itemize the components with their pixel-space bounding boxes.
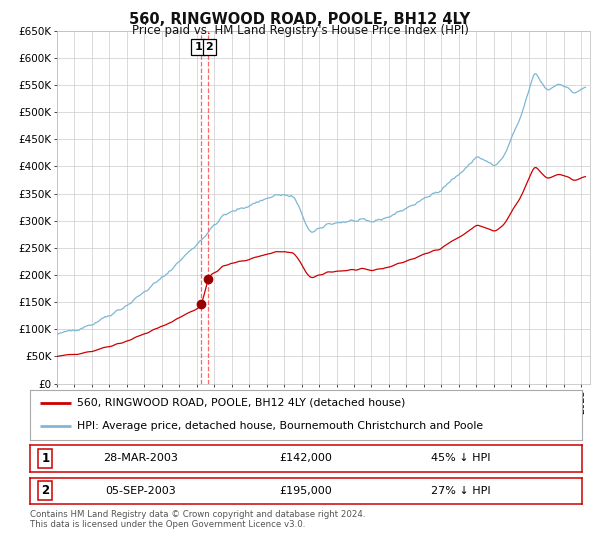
Text: 27% ↓ HPI: 27% ↓ HPI <box>431 486 490 496</box>
Text: 28-MAR-2003: 28-MAR-2003 <box>103 454 178 463</box>
Text: 2: 2 <box>41 484 50 497</box>
Text: £195,000: £195,000 <box>280 486 332 496</box>
Text: 2: 2 <box>205 42 213 52</box>
Text: 1: 1 <box>41 452 50 465</box>
Text: 560, RINGWOOD ROAD, POOLE, BH12 4LY (detached house): 560, RINGWOOD ROAD, POOLE, BH12 4LY (det… <box>77 398 405 408</box>
Text: 05-SEP-2003: 05-SEP-2003 <box>105 486 176 496</box>
Text: 1: 1 <box>194 42 202 52</box>
Text: HPI: Average price, detached house, Bournemouth Christchurch and Poole: HPI: Average price, detached house, Bour… <box>77 421 483 431</box>
Text: £142,000: £142,000 <box>280 454 332 463</box>
Text: Price paid vs. HM Land Registry's House Price Index (HPI): Price paid vs. HM Land Registry's House … <box>131 24 469 36</box>
Text: Contains HM Land Registry data © Crown copyright and database right 2024.
This d: Contains HM Land Registry data © Crown c… <box>30 510 365 529</box>
Text: 560, RINGWOOD ROAD, POOLE, BH12 4LY: 560, RINGWOOD ROAD, POOLE, BH12 4LY <box>130 12 470 27</box>
Text: 45% ↓ HPI: 45% ↓ HPI <box>431 454 490 463</box>
